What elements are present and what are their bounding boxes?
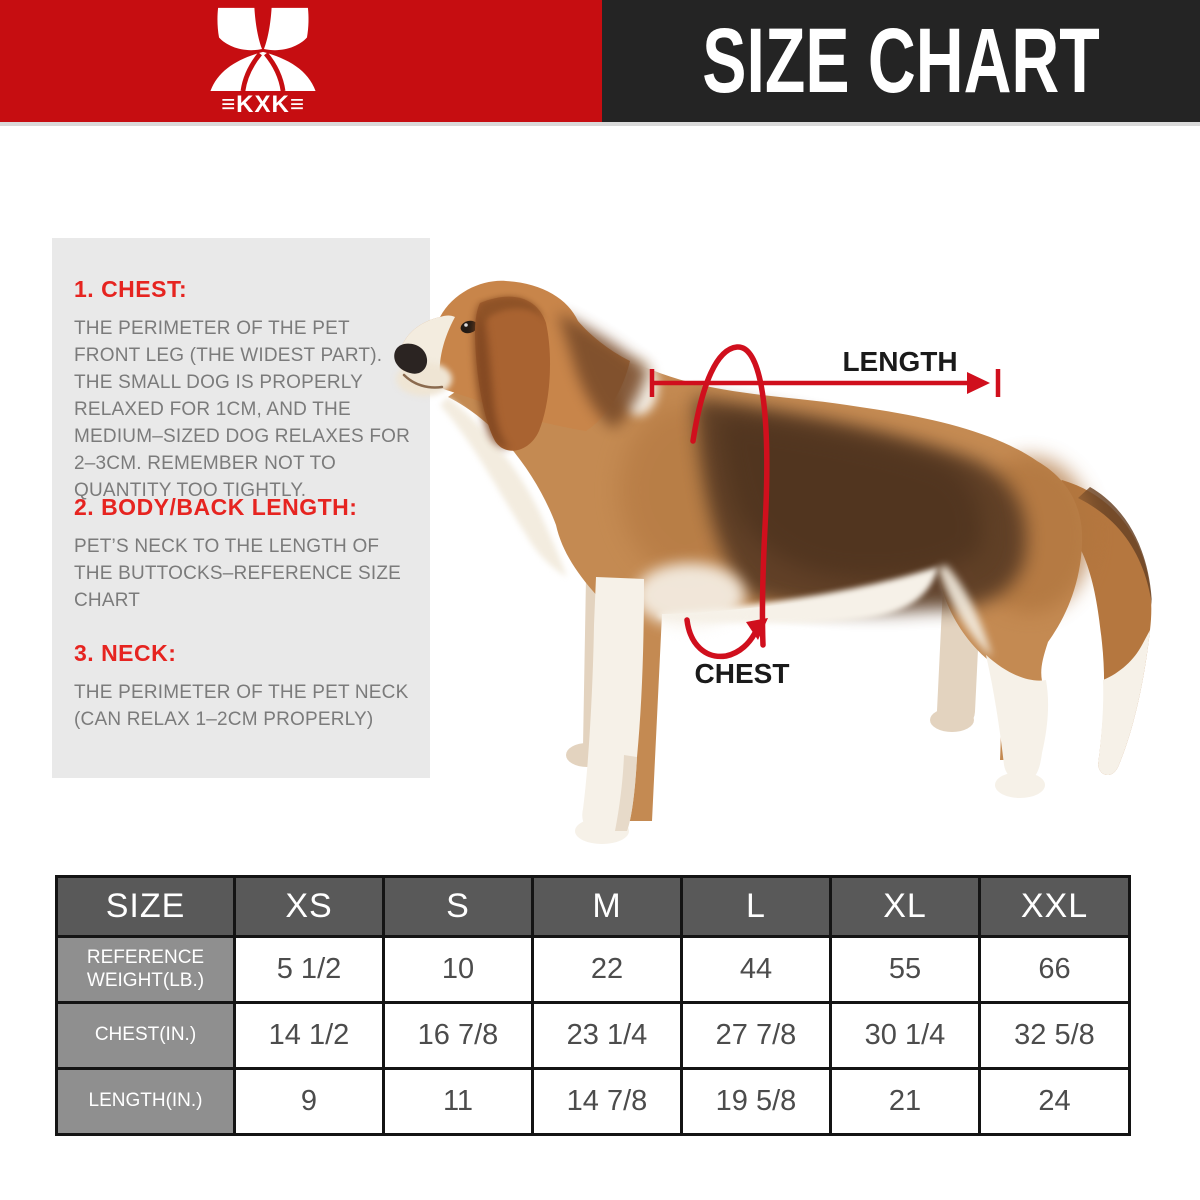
table-header-cell: SIZE: [55, 875, 236, 938]
table-value-cell: 55: [829, 935, 981, 1004]
table-value-cell: 19 5/8: [680, 1067, 832, 1136]
instruction-section-length: 2. BODY/BACK LENGTH: PET’S NECK TO THE L…: [74, 494, 416, 615]
header-banner: ≡KXK≡ SIZE CHART: [0, 0, 1200, 126]
instruction-heading: 3. NECK:: [74, 640, 177, 666]
instruction-body: THE PERIMETER OF THE PET FRONT LEG (THE …: [74, 318, 411, 501]
measure-instructions-panel: 1. CHEST: THE PERIMETER OF THE PET FRONT…: [52, 238, 430, 778]
table-row: LENGTH(IN.) 9 11 14 7/8 19 5/8 21 24: [55, 1067, 1131, 1136]
length-label: LENGTH: [842, 346, 957, 377]
table-header-row: SIZE XS S M L XL XXL: [55, 875, 1131, 938]
kxk-logo-icon: [210, 7, 316, 92]
table-header-cell: XL: [829, 875, 981, 938]
table-value-cell: 5 1/2: [233, 935, 385, 1004]
page-title: SIZE CHART: [702, 10, 1100, 112]
chest-label: CHEST: [695, 658, 790, 689]
table-value-cell: 21: [829, 1067, 981, 1136]
instruction-heading: 2. BODY/BACK LENGTH:: [74, 494, 358, 520]
brand-band: ≡KXK≡: [0, 0, 602, 122]
table-value-cell: 30 1/4: [829, 1001, 981, 1070]
size-table: SIZE XS S M L XL XXL REFERENCE WEIGHT(LB…: [55, 875, 1131, 1136]
brand-logo: ≡KXK≡: [200, 6, 326, 117]
table-value-cell: 9: [233, 1067, 385, 1136]
table-value-cell: 66: [978, 935, 1131, 1004]
table-value-cell: 44: [680, 935, 832, 1004]
table-value-cell: 22: [531, 935, 683, 1004]
table-value-cell: 10: [382, 935, 534, 1004]
table-header-cell: M: [531, 875, 683, 938]
table-value-cell: 11: [382, 1067, 534, 1136]
instruction-section-chest: 1. CHEST: THE PERIMETER OF THE PET FRONT…: [74, 276, 416, 505]
table-value-cell: 32 5/8: [978, 1001, 1131, 1070]
table-header-cell: L: [680, 875, 832, 938]
dog-measure-diagram: LENGTH CHEST: [394, 280, 1152, 844]
chest-loop-icon: [690, 344, 770, 648]
table-value-cell: 14 7/8: [531, 1067, 683, 1136]
instruction-body: THE PERIMETER OF THE PET NECK (CAN RELAX…: [74, 682, 409, 730]
chest-arrow-icon: [684, 617, 768, 660]
table-value-cell: 23 1/4: [531, 1001, 683, 1070]
title-band: SIZE CHART: [602, 0, 1200, 122]
table-row: CHEST(IN.) 14 1/2 16 7/8 23 1/4 27 7/8 3…: [55, 1001, 1131, 1070]
table-label-cell: LENGTH(IN.): [55, 1067, 236, 1136]
table-header-cell: S: [382, 875, 534, 938]
table-header-cell: XXL: [978, 875, 1131, 938]
table-value-cell: 27 7/8: [680, 1001, 832, 1070]
table-header-cell: XS: [233, 875, 385, 938]
brand-wordmark: ≡KXK≡: [221, 91, 305, 118]
table-row: REFERENCE WEIGHT(LB.) 5 1/2 10 22 44 55 …: [55, 935, 1131, 1004]
dog-illustration: [394, 280, 1152, 844]
instruction-heading: 1. CHEST:: [74, 276, 188, 302]
instruction-section-neck: 3. NECK: THE PERIMETER OF THE PET NECK (…: [74, 640, 416, 734]
instruction-body: PET’S NECK TO THE LENGTH OF THE BUTTOCKS…: [74, 536, 402, 611]
table-value-cell: 16 7/8: [382, 1001, 534, 1070]
table-value-cell: 14 1/2: [233, 1001, 385, 1070]
table-label-cell: REFERENCE WEIGHT(LB.): [55, 935, 236, 1004]
table-label-cell: CHEST(IN.): [55, 1001, 236, 1070]
table-value-cell: 24: [978, 1067, 1131, 1136]
